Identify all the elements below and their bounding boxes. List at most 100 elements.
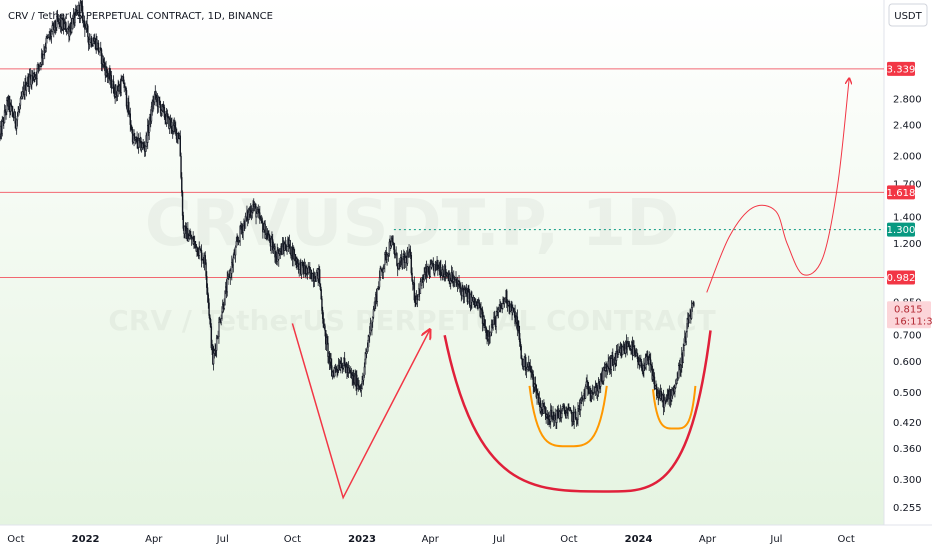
candle-body [206,287,209,296]
candle-body [262,229,265,233]
candle-body [56,16,58,28]
watermark-subtitle: CRV / TetherUS PERPETUAL CONTRACT [108,304,716,337]
time-tick-label: Oct [284,534,301,545]
candle-body [492,323,494,328]
currency-button-label[interactable]: USDT [894,11,922,22]
candle-body [210,326,213,349]
candle-body [574,411,577,420]
price-tag-label: 1.300 [887,225,916,236]
candle-body [166,113,169,117]
candle-body [484,325,487,329]
candle-body [199,247,201,251]
time-tick-label: Oct [837,534,854,545]
price-tick-label: 1.700 [893,179,922,190]
candle-body [432,262,434,267]
candle-body [125,86,127,91]
candle-body [321,310,324,319]
candle-body [268,235,271,242]
candle-body [501,303,503,309]
candle-body [25,84,28,91]
candle-body [103,62,106,68]
candle-body [610,358,613,370]
candle-body [130,124,132,130]
candle-body [264,223,266,239]
candle-body [188,235,191,239]
candle-body [261,218,263,223]
candle-body [10,104,13,107]
candle-body [198,247,200,256]
candle-body [334,368,336,377]
candle-body [265,234,267,239]
candle-body [429,264,431,277]
candle-body [112,81,115,93]
candle-body [674,387,676,393]
candle-body [348,367,350,371]
candle-body [434,264,436,274]
candle-body [451,272,453,283]
candle-body [100,47,102,50]
candle-body [9,104,12,112]
candle-body [200,250,203,261]
candle-body [208,302,210,316]
candle-body [140,147,143,151]
candle-body [365,353,367,360]
candle-body [209,319,212,327]
candle-body [495,315,497,327]
candle-body [404,257,406,264]
price-tick-label: 0.600 [893,357,922,368]
candle-body [577,408,579,420]
price-tick-label: 0.500 [893,388,922,399]
candle-body [335,366,338,370]
candle-body [693,302,695,307]
projection-path [706,79,849,293]
candle-body [18,109,20,112]
candle-body [215,337,218,351]
candle-body [340,363,343,368]
candle-body [368,332,371,337]
candle-body [364,358,366,368]
candles [0,0,695,429]
candle-body [205,262,207,277]
candle-body [14,111,16,124]
candle-body [406,253,409,264]
currency-button-frame[interactable] [888,3,928,27]
candle-body [232,257,235,266]
candle-body [459,284,461,289]
candle-body [286,246,288,251]
candle-body [314,278,316,282]
candle-body [617,351,619,355]
candle-body [163,106,166,118]
candle-body [343,358,346,364]
candle-body [42,54,44,59]
candle-body [278,253,280,260]
candle-body [121,80,123,82]
candle-body [274,246,276,258]
currency-button[interactable]: USDT [888,3,928,27]
candle-body [490,332,492,336]
candle-body [648,357,650,364]
candle-body [391,237,394,243]
candle-body [44,47,47,51]
candle-body [573,412,575,422]
candle-body [257,209,260,213]
candle-body [372,309,375,318]
candle-body [467,291,469,302]
candle-body [349,369,351,373]
candle-body [567,409,569,414]
candle-body [254,204,256,207]
candle-body [302,261,304,268]
candle-body [180,156,182,178]
candle-body [177,133,179,139]
candle-body [36,68,38,79]
candle-body [688,316,691,324]
candle-body [546,414,549,419]
candle-body [207,294,210,304]
price-tag-box [887,270,915,285]
candle-body [579,402,581,410]
candle-body [649,359,652,366]
price-tick-label: 0.360 [893,444,922,455]
candle-body [330,358,332,366]
candle-body [519,341,522,347]
